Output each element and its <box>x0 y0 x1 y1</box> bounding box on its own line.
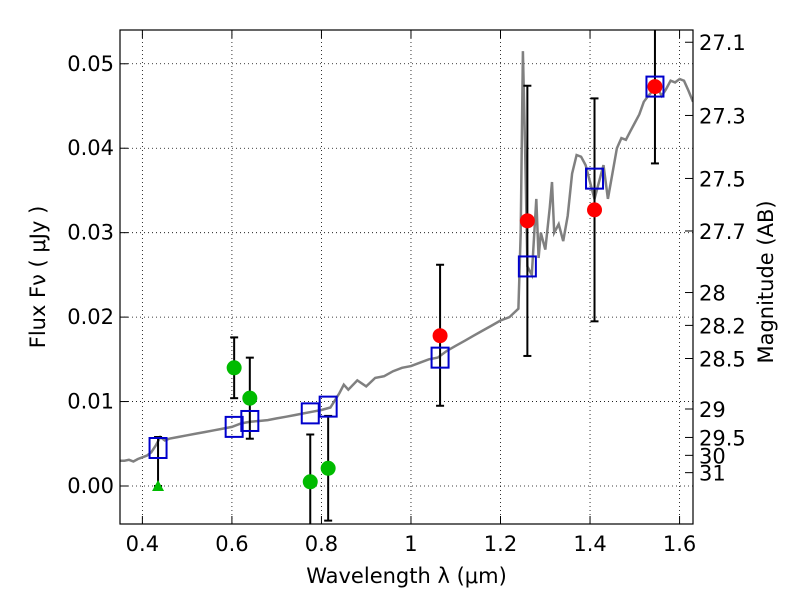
x-tick-label: 1.4 <box>573 532 606 556</box>
model-photometry-square <box>430 346 450 369</box>
model-photometry-square <box>517 255 537 278</box>
green-data-point <box>320 460 336 476</box>
y-tick-label: 0.03 <box>67 221 114 245</box>
red-data-point <box>519 213 535 229</box>
plot-frame <box>119 29 694 525</box>
y2-tick-label: 28 <box>699 282 726 306</box>
y-tick-label: 0.02 <box>67 305 114 329</box>
y-axis-label: Flux Fν ( μJy ) <box>26 206 50 349</box>
red-data-point <box>647 79 663 95</box>
model-photometry-square <box>645 75 665 98</box>
model-photometry-square <box>224 415 244 438</box>
y2-axis-label: Magnitude (AB) <box>754 200 778 363</box>
y-tick-label: 0.05 <box>67 52 114 76</box>
upper-limit-triangle <box>152 480 165 491</box>
model-sed-line <box>120 51 693 463</box>
y2-tick-label: 31 <box>699 462 726 486</box>
y2-tick-label: 29.5 <box>699 426 746 450</box>
y2-tick-label: 27.5 <box>699 167 746 191</box>
y2-tick-label: 27.7 <box>699 220 746 244</box>
green-data-point <box>226 360 242 376</box>
x-tick-label: 0.8 <box>305 532 338 556</box>
y-tick-label: 0.04 <box>67 136 114 160</box>
y2-tick-label: 28.2 <box>699 314 746 338</box>
model-photometry-square <box>148 437 168 459</box>
red-data-point <box>587 202 603 218</box>
x-tick-label: 0.6 <box>215 532 248 556</box>
y2-tick-label: 28.5 <box>699 347 746 371</box>
model-photometry-square <box>240 409 260 432</box>
x-tick-label: 1.2 <box>484 532 517 556</box>
green-data-point <box>242 390 258 406</box>
y-tick-label: 0.00 <box>67 474 114 498</box>
red-data-point <box>432 328 448 344</box>
y2-tick-label: 27.3 <box>699 104 746 128</box>
x-tick-label: 0.4 <box>126 532 159 556</box>
y2-tick-label: 30 <box>699 444 726 468</box>
y2-tick-label: 27.1 <box>699 31 746 55</box>
x-tick-label: 1.6 <box>663 532 696 556</box>
plot-layer <box>120 30 693 524</box>
y-tick-label: 0.01 <box>67 390 114 414</box>
model-photometry-square <box>318 395 338 418</box>
model-photometry-square <box>585 167 605 190</box>
green-data-point <box>302 474 318 490</box>
x-tick-label: 1 <box>404 532 417 556</box>
x-axis-label: Wavelength λ (μm) <box>306 564 507 588</box>
y2-tick-label: 29 <box>699 398 726 422</box>
